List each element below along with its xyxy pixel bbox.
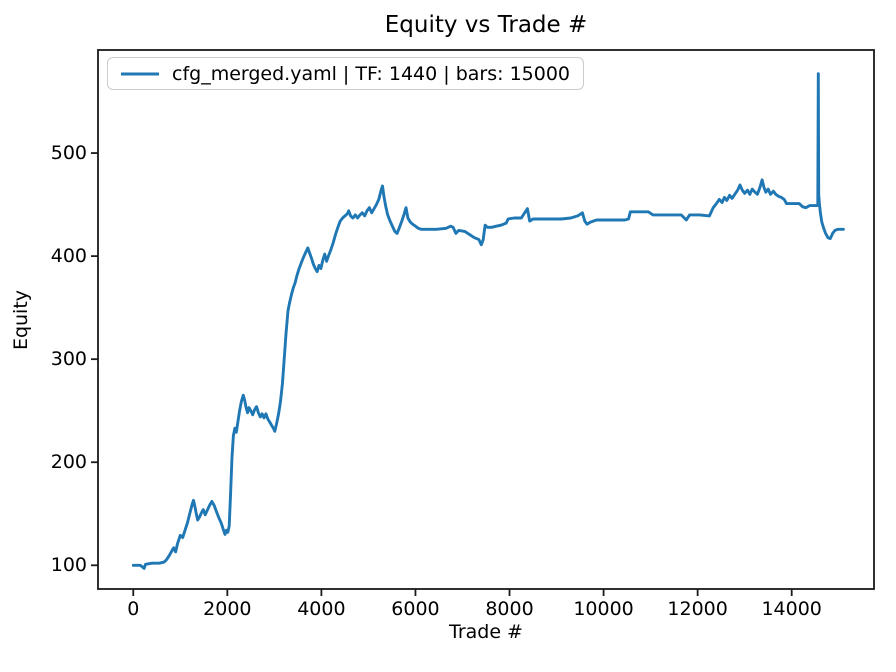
x-tick-label: 8000 — [485, 598, 534, 620]
legend: cfg_merged.yaml | TF: 1440 | bars: 15000 — [107, 57, 584, 90]
x-tick-label: 0 — [127, 598, 140, 620]
x-tick-label: 2000 — [203, 598, 252, 620]
y-tick-label: 300 — [50, 348, 87, 371]
x-tick-label: 10000 — [573, 598, 634, 620]
y-tick-label: 500 — [50, 142, 87, 165]
x-tick-label: 4000 — [297, 598, 346, 620]
x-tick-label: 12000 — [667, 598, 728, 620]
axes-spines — [97, 49, 875, 590]
legend-label: cfg_merged.yaml | TF: 1440 | bars: 15000 — [172, 62, 571, 85]
y-tick-label: 200 — [50, 451, 87, 474]
chart-title: Equity vs Trade # — [384, 12, 588, 38]
legend-line-sample — [121, 72, 159, 75]
equity-line — [131, 72, 845, 570]
y-tick-label: 100 — [50, 554, 87, 577]
x-tick-label: 14000 — [761, 598, 822, 620]
x-axis-label: Trade # — [449, 621, 523, 643]
x-tick-label: 6000 — [391, 598, 440, 620]
y-tick-label: 400 — [50, 245, 87, 268]
y-axis-label: Equity — [10, 289, 32, 351]
